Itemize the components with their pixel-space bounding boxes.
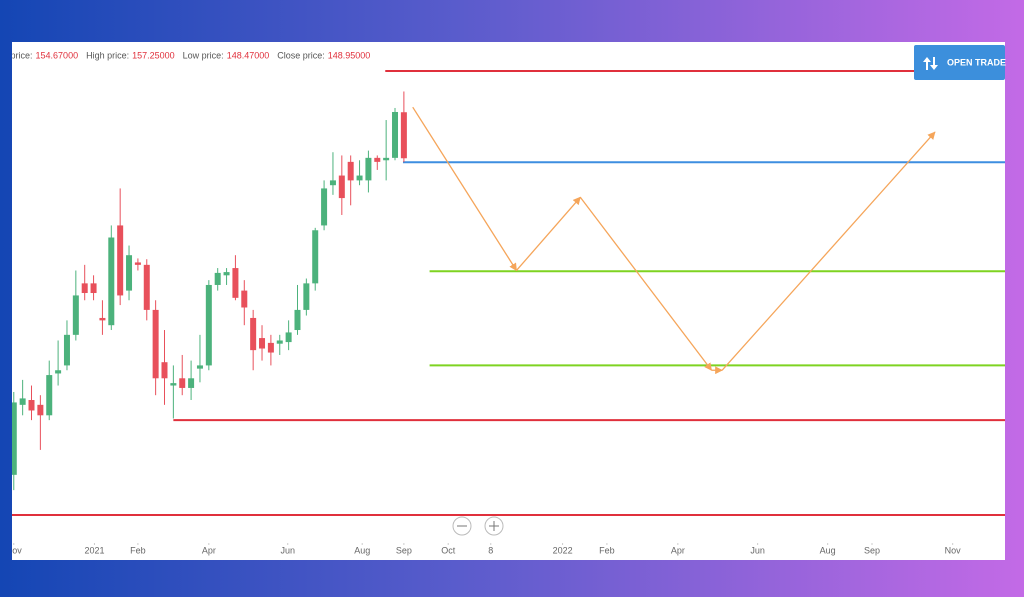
candle-body (241, 290, 248, 308)
candle-body (170, 383, 177, 386)
candle-body (81, 283, 88, 294)
price-value: 148.95000 (328, 50, 371, 60)
candle-body (250, 317, 257, 351)
price-label: Low price: (183, 50, 224, 60)
x-tick-label: Feb (130, 545, 146, 555)
candle-body (19, 398, 26, 405)
candle-body (214, 272, 221, 285)
candle-body (223, 272, 230, 276)
candle-body (259, 338, 266, 349)
candle-body (179, 378, 186, 388)
x-tick-label: Aug (820, 545, 836, 555)
x-tick-label: Nov (6, 545, 23, 555)
candle-body (303, 283, 310, 310)
candle-body (205, 284, 212, 366)
x-tick-label: Sep (396, 545, 412, 555)
x-tick-label: Apr (671, 545, 685, 555)
projection-arrow (412, 106, 518, 272)
candle-body (99, 317, 106, 321)
plot: Open price:154.67000 High price:157.25000… (0, 50, 1005, 555)
x-tick-label: Jun (750, 545, 765, 555)
candle-body (285, 332, 292, 343)
x-tick-label: Sep (864, 545, 880, 555)
candle-body (267, 342, 274, 353)
candle-body (321, 188, 328, 226)
candle-body (383, 157, 390, 161)
candle-body (338, 175, 345, 199)
x-tick-label: Aug (354, 545, 370, 555)
candle-body (90, 283, 97, 294)
price-label: High price: (86, 50, 129, 60)
price-label: Close price: (277, 50, 325, 60)
price-value: 154.67000 (36, 50, 79, 60)
candle-body (28, 400, 35, 411)
candle-body (294, 309, 301, 331)
x-tick-label: 8 (488, 545, 493, 555)
zoom-out[interactable] (452, 516, 472, 536)
candle-body (329, 180, 336, 186)
projection-arrow (515, 196, 581, 271)
price-value: 148.47000 (227, 50, 270, 60)
candle-body (392, 111, 399, 158)
x-tick-label: Nov (945, 545, 962, 555)
candle-body (161, 362, 168, 379)
projection-arrow (721, 131, 936, 371)
x-tick-label: Apr (202, 545, 216, 555)
candle-body (108, 237, 115, 326)
candle-body (312, 230, 319, 284)
candle-body (55, 370, 62, 374)
candle-body (143, 264, 150, 310)
x-tick-label: 2022 (553, 545, 573, 555)
price-value: 157.25000 (132, 50, 175, 60)
candle-body (46, 375, 53, 416)
candle-body (152, 309, 159, 379)
candle-body (117, 225, 124, 296)
x-tick-label: Jun (280, 545, 295, 555)
price-label: Open price: (0, 50, 33, 60)
candle-body (232, 268, 239, 298)
candle-body (126, 255, 133, 291)
zoom-in[interactable] (484, 516, 504, 536)
candle-body (72, 295, 79, 335)
candle-body (196, 365, 203, 369)
button-label: OPEN TRADE (947, 57, 1006, 67)
panel (12, 42, 1005, 560)
candle-body (63, 334, 70, 366)
open-trade-button[interactable]: OPEN TRADE (914, 45, 1006, 80)
candle-body (134, 262, 141, 265)
candle-body (12, 402, 17, 475)
candle-body (347, 161, 354, 181)
candle-body (356, 175, 363, 181)
x-tick-label: Oct (441, 545, 456, 555)
candle-body (400, 112, 407, 159)
candle-body (276, 340, 283, 344)
x-tick-label: 2021 (84, 545, 104, 555)
candle-body (365, 157, 372, 181)
candle-body (37, 404, 44, 416)
candle-body (374, 157, 381, 162)
projection-arrow (579, 196, 713, 371)
candle-body (188, 378, 195, 388)
x-tick-label: Feb (599, 545, 615, 555)
